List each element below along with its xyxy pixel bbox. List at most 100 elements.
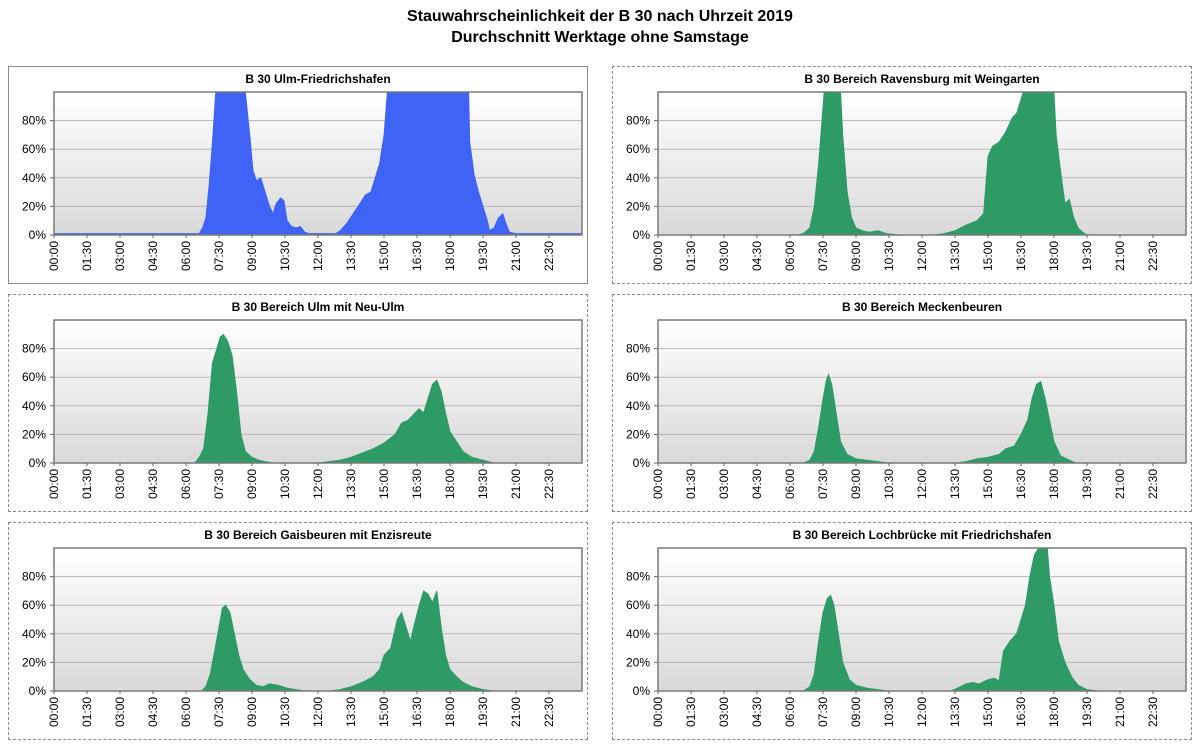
x-tick-label: 09:00 xyxy=(245,469,259,499)
x-tick-label: 04:30 xyxy=(146,697,160,727)
x-tick-label: 21:00 xyxy=(1113,241,1127,271)
x-tick-label: 15:00 xyxy=(981,469,995,499)
x-tick-label: 07:30 xyxy=(212,697,226,727)
chart-panel-gaisbeuren: B 30 Bereich Gaisbeuren mit Enzisreute 0%… xyxy=(8,522,588,740)
x-tick-label: 03:00 xyxy=(113,697,127,727)
x-tick-label: 01:30 xyxy=(684,241,698,271)
x-tick-label: 03:00 xyxy=(113,469,127,499)
x-tick-label: 00:00 xyxy=(47,469,61,499)
chart-title: B 30 Bereich Meckenbeuren xyxy=(842,300,1002,314)
chart-svg: B 30 Bereich Ravensburg mit Weingarten 0%… xyxy=(626,72,1187,271)
series-area xyxy=(658,373,1186,463)
chart-panel-meckenbeuren: B 30 Bereich Meckenbeuren 0% 20% 40% 60% 80% 0… xyxy=(612,294,1192,512)
chart-title: B 30 Ulm-Friedrichshafen xyxy=(245,72,390,86)
x-tick-label: 18:00 xyxy=(443,697,457,727)
y-tick-label: 0% xyxy=(29,456,47,470)
chart-title: B 30 Bereich Ravensburg mit Weingarten xyxy=(804,72,1039,86)
y-tick-label: 0% xyxy=(29,684,47,698)
x-tick-label: 15:00 xyxy=(377,241,391,271)
y-tick-label: 60% xyxy=(626,370,650,384)
y-tick-label: 20% xyxy=(626,655,650,669)
x-tick-label: 16:30 xyxy=(1014,241,1028,271)
x-tick-label: 19:30 xyxy=(1080,697,1094,727)
x-tick-label: 18:00 xyxy=(1047,697,1061,727)
x-tick-label: 15:00 xyxy=(377,469,391,499)
x-tick-label: 19:30 xyxy=(476,697,490,727)
x-tick-label: 10:30 xyxy=(278,241,292,271)
x-tick-label: 22:30 xyxy=(542,469,556,499)
chart-svg: B 30 Bereich Lochbrücke mit Friedrichsha… xyxy=(626,528,1187,727)
y-tick-label: 80% xyxy=(626,114,650,128)
x-tick-label: 07:30 xyxy=(816,697,830,727)
y-tick-label: 60% xyxy=(22,370,46,384)
x-tick-label: 18:00 xyxy=(1047,469,1061,499)
chart-svg: B 30 Bereich Gaisbeuren mit Enzisreute 0%… xyxy=(22,528,583,727)
x-tick-label: 12:00 xyxy=(915,469,929,499)
x-tick-label: 22:30 xyxy=(1146,469,1160,499)
y-tick-label: 0% xyxy=(633,684,651,698)
x-tick-label: 22:30 xyxy=(542,241,556,271)
x-tick-label: 00:00 xyxy=(651,697,665,727)
title-line-2: Durchschnitt Werktage ohne Samstage xyxy=(451,29,749,46)
x-tick-label: 06:00 xyxy=(179,241,193,271)
x-tick-label: 01:30 xyxy=(684,469,698,499)
x-tick-label: 12:00 xyxy=(311,241,325,271)
x-tick-label: 04:30 xyxy=(750,241,764,271)
x-tick-label: 09:00 xyxy=(245,697,259,727)
x-tick-label: 18:00 xyxy=(1047,241,1061,271)
x-tick-label: 13:30 xyxy=(948,241,962,271)
x-tick-label: 16:30 xyxy=(410,697,424,727)
chart-title: B 30 Bereich Lochbrücke mit Friedrichsha… xyxy=(793,528,1052,542)
y-tick-label: 20% xyxy=(22,199,46,213)
x-tick-label: 03:00 xyxy=(717,697,731,727)
x-tick-label: 10:30 xyxy=(278,469,292,499)
x-tick-label: 18:00 xyxy=(443,241,457,271)
plot-area xyxy=(54,548,582,691)
y-tick-label: 60% xyxy=(626,598,650,612)
series-area xyxy=(54,333,582,463)
plot-area xyxy=(658,320,1186,463)
x-tick-label: 22:30 xyxy=(542,697,556,727)
x-tick-label: 09:00 xyxy=(849,697,863,727)
x-tick-label: 07:30 xyxy=(212,241,226,271)
chart-panel-lochbruecke: B 30 Bereich Lochbrücke mit Friedrichsha… xyxy=(612,522,1192,740)
x-tick-label: 00:00 xyxy=(651,469,665,499)
x-tick-label: 21:00 xyxy=(509,697,523,727)
chart-svg: B 30 Bereich Ulm mit Neu-Ulm 0% 20% 40% 60% 8… xyxy=(22,300,583,499)
y-tick-label: 80% xyxy=(22,114,46,128)
y-tick-label: 80% xyxy=(22,570,46,584)
series-area xyxy=(658,92,1186,235)
y-tick-label: 20% xyxy=(22,655,46,669)
x-tick-label: 06:00 xyxy=(179,469,193,499)
x-tick-label: 01:30 xyxy=(80,469,94,499)
x-tick-label: 10:30 xyxy=(882,697,896,727)
y-tick-label: 80% xyxy=(626,570,650,584)
y-tick-label: 40% xyxy=(626,171,650,185)
x-tick-label: 00:00 xyxy=(47,241,61,271)
y-tick-label: 0% xyxy=(633,456,651,470)
y-tick-label: 40% xyxy=(626,399,650,413)
x-tick-label: 21:00 xyxy=(509,469,523,499)
x-tick-label: 06:00 xyxy=(783,241,797,271)
x-tick-label: 13:30 xyxy=(344,697,358,727)
y-tick-label: 40% xyxy=(22,627,46,641)
y-tick-label: 40% xyxy=(22,399,46,413)
x-tick-label: 19:30 xyxy=(476,469,490,499)
x-tick-label: 21:00 xyxy=(1113,697,1127,727)
chart-panel-ravensburg: B 30 Bereich Ravensburg mit Weingarten 0%… xyxy=(612,66,1192,284)
chart-panel-ulm-friedrichshafen: B 30 Ulm-Friedrichshafen 0% 20% 40% 60% 80% 00… xyxy=(8,66,588,284)
x-tick-label: 04:30 xyxy=(750,469,764,499)
chart-svg: B 30 Ulm-Friedrichshafen 0% 20% 40% 60% 80% 00… xyxy=(22,72,583,271)
chart-svg: B 30 Bereich Meckenbeuren 0% 20% 40% 60% 80% 0… xyxy=(626,300,1187,499)
series-area xyxy=(54,590,582,691)
x-tick-label: 00:00 xyxy=(47,697,61,727)
x-tick-label: 07:30 xyxy=(816,241,830,271)
x-tick-label: 13:30 xyxy=(948,469,962,499)
x-tick-label: 16:30 xyxy=(410,241,424,271)
x-tick-label: 13:30 xyxy=(948,697,962,727)
x-tick-label: 15:00 xyxy=(981,697,995,727)
x-tick-label: 09:00 xyxy=(849,241,863,271)
page-title: Stauwahrscheinlichkeit der B 30 nach Uhr… xyxy=(0,6,1200,48)
x-tick-label: 09:00 xyxy=(245,241,259,271)
y-tick-label: 0% xyxy=(29,228,47,242)
